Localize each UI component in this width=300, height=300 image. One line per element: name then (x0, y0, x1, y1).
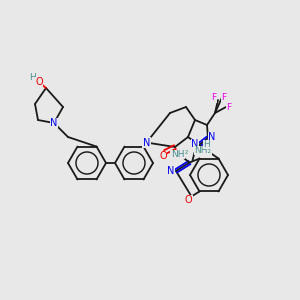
Text: N: N (191, 139, 199, 149)
Text: N: N (208, 132, 216, 142)
Text: N: N (167, 166, 175, 176)
Text: ₂: ₂ (185, 147, 188, 156)
Text: F: F (221, 92, 226, 101)
Text: O: O (185, 196, 192, 206)
Text: NH₂: NH₂ (194, 146, 212, 155)
Text: NH: NH (171, 150, 184, 159)
Text: F: F (226, 103, 232, 112)
Text: N: N (50, 118, 58, 128)
Text: O: O (159, 151, 167, 161)
Text: O: O (35, 77, 43, 87)
Text: N: N (143, 137, 150, 148)
Text: H: H (203, 140, 210, 149)
Text: H: H (30, 73, 36, 82)
Text: F: F (212, 94, 217, 103)
